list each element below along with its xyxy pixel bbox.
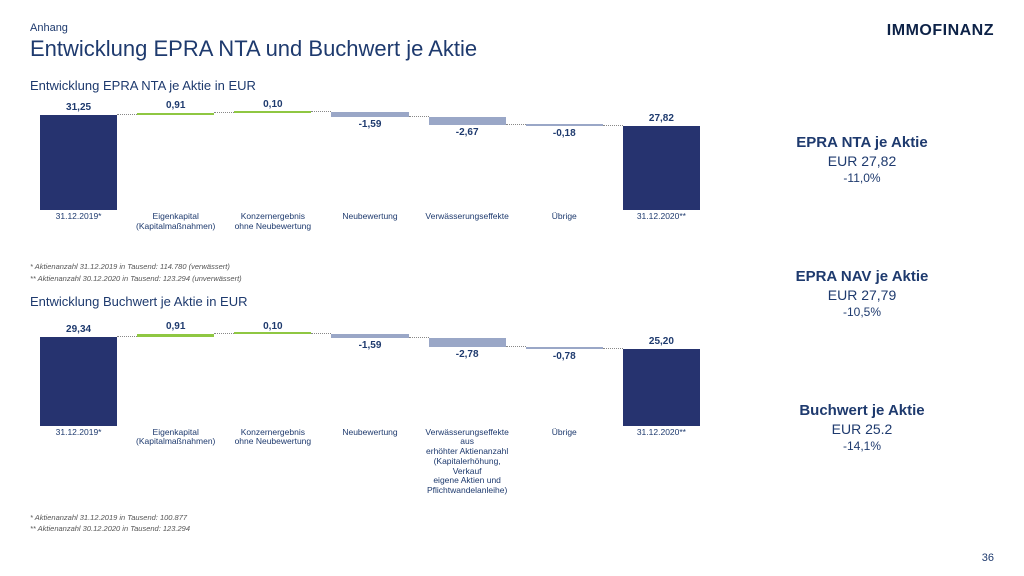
kpi-buchwert: Buchwert je Aktie EUR 25.2 -14,1% bbox=[799, 402, 924, 453]
bar bbox=[40, 115, 117, 210]
bar-value: 0,91 bbox=[127, 321, 224, 332]
kpi-epra-nta: EPRA NTA je Aktie EUR 27,82 -11,0% bbox=[796, 134, 927, 185]
bar bbox=[526, 347, 603, 349]
chart2-plot: 29,340,910,10-1,59-2,78-0,7825,20 bbox=[30, 329, 710, 426]
chart1-xlabels: 31.12.2019*Eigenkapital(Kapitalmaßnahmen… bbox=[30, 210, 710, 260]
footnote: * Aktienanzahl 31.12.2019 in Tausend: 11… bbox=[30, 262, 710, 272]
chart1-title: Entwicklung EPRA NTA je Aktie in EUR bbox=[30, 78, 710, 93]
bar-value: -0,78 bbox=[516, 351, 613, 362]
waterfall-step: 0,10 bbox=[224, 113, 321, 210]
x-axis-label: Konzernergebnisohne Neubewertung bbox=[224, 212, 321, 232]
waterfall-step: -1,59 bbox=[321, 113, 418, 210]
waterfall-step: -2,78 bbox=[419, 329, 516, 426]
kpi-heading: EPRA NTA je Aktie bbox=[796, 134, 927, 151]
x-axis-label: Übrige bbox=[516, 428, 613, 438]
bar-value: 25,20 bbox=[613, 336, 710, 347]
x-axis-label: 31.12.2020** bbox=[613, 212, 710, 222]
bar-value: -1,59 bbox=[321, 340, 418, 351]
x-axis-label: Verwässerungseffekte auserhöhter Aktiena… bbox=[419, 428, 516, 496]
bar bbox=[429, 338, 506, 346]
footnote: ** Aktienanzahl 30.12.2020 in Tausend: 1… bbox=[30, 524, 710, 534]
waterfall-step: 31,25 bbox=[30, 113, 127, 210]
x-axis-label: Verwässerungseffekte bbox=[419, 212, 516, 222]
waterfall-step: -0,18 bbox=[516, 113, 613, 210]
bar-value: 0,10 bbox=[224, 321, 321, 332]
bar-value: 0,10 bbox=[224, 99, 321, 110]
waterfall-step: 0,91 bbox=[127, 113, 224, 210]
waterfall-step: -2,67 bbox=[419, 113, 516, 210]
bar bbox=[623, 349, 700, 425]
kpi-heading: EPRA NAV je Aktie bbox=[796, 268, 929, 285]
kpi-value: EUR 27,79 bbox=[796, 287, 929, 303]
bar bbox=[526, 124, 603, 126]
footnote: * Aktienanzahl 31.12.2019 in Tausend: 10… bbox=[30, 513, 710, 523]
x-axis-label: Übrige bbox=[516, 212, 613, 222]
x-axis-label: Eigenkapital(Kapitalmaßnahmen) bbox=[127, 212, 224, 232]
eyebrow: Anhang bbox=[30, 22, 994, 34]
page-number: 36 bbox=[982, 552, 994, 564]
waterfall-step: 25,20 bbox=[613, 329, 710, 426]
brand-logo: IMMOFINANZ bbox=[887, 22, 994, 40]
bar-value: -2,67 bbox=[419, 127, 516, 138]
chart1: 31,250,910,10-1,59-2,67-0,1827,82 31.12.… bbox=[30, 95, 710, 260]
x-axis-label: Konzernergebnisohne Neubewertung bbox=[224, 428, 321, 448]
bar-value: -2,78 bbox=[419, 349, 516, 360]
chart2-xlabels: 31.12.2019*Eigenkapital(Kapitalmaßnahmen… bbox=[30, 426, 710, 511]
chart1-plot: 31,250,910,10-1,59-2,67-0,1827,82 bbox=[30, 113, 710, 210]
bar bbox=[40, 337, 117, 426]
x-axis-label: Neubewertung bbox=[321, 212, 418, 222]
kpi-delta: -10,5% bbox=[796, 305, 929, 319]
x-axis-label: 31.12.2019* bbox=[30, 212, 127, 222]
kpi-delta: -14,1% bbox=[799, 439, 924, 453]
slide: Anhang Entwicklung EPRA NTA und Buchwert… bbox=[0, 0, 1024, 576]
bar-value: -0,18 bbox=[516, 128, 613, 139]
waterfall-step: 27,82 bbox=[613, 113, 710, 210]
content: Entwicklung EPRA NTA je Aktie in EUR 31,… bbox=[30, 72, 994, 534]
waterfall-step: 0,10 bbox=[224, 329, 321, 426]
bar-value: 27,82 bbox=[613, 113, 710, 124]
bar bbox=[331, 112, 408, 117]
x-axis-label: 31.12.2020** bbox=[613, 428, 710, 438]
waterfall-step: 29,34 bbox=[30, 329, 127, 426]
waterfall-step: 0,91 bbox=[127, 329, 224, 426]
bar-value: -1,59 bbox=[321, 119, 418, 130]
chart2: 29,340,910,10-1,59-2,78-0,7825,20 31.12.… bbox=[30, 311, 710, 511]
bar-value: 29,34 bbox=[30, 324, 127, 335]
chart2-footnotes: * Aktienanzahl 31.12.2019 in Tausend: 10… bbox=[30, 513, 710, 535]
kpi-value: EUR 25.2 bbox=[799, 421, 924, 437]
waterfall-step: -0,78 bbox=[516, 329, 613, 426]
bar bbox=[234, 332, 311, 334]
bar bbox=[429, 117, 506, 125]
kpi-epra-nav: EPRA NAV je Aktie EUR 27,79 -10,5% bbox=[796, 268, 929, 319]
kpi-heading: Buchwert je Aktie bbox=[799, 402, 924, 419]
bar bbox=[234, 111, 311, 113]
kpi-value: EUR 27,82 bbox=[796, 153, 927, 169]
chart1-footnotes: * Aktienanzahl 31.12.2019 in Tausend: 11… bbox=[30, 262, 710, 284]
x-axis-label: Neubewertung bbox=[321, 428, 418, 438]
chart2-title: Entwicklung Buchwert je Aktie in EUR bbox=[30, 294, 710, 309]
waterfall-step: -1,59 bbox=[321, 329, 418, 426]
x-axis-label: 31.12.2019* bbox=[30, 428, 127, 438]
bar bbox=[137, 334, 214, 337]
page-title: Entwicklung EPRA NTA und Buchwert je Akt… bbox=[30, 36, 994, 62]
charts-column: Entwicklung EPRA NTA je Aktie in EUR 31,… bbox=[30, 72, 710, 534]
kpi-column: EPRA NTA je Aktie EUR 27,82 -11,0% EPRA … bbox=[730, 72, 994, 534]
bar bbox=[623, 126, 700, 210]
footnote: ** Aktienanzahl 30.12.2020 in Tausend: 1… bbox=[30, 274, 710, 284]
kpi-delta: -11,0% bbox=[796, 171, 927, 185]
bar bbox=[331, 334, 408, 339]
bar-value: 31,25 bbox=[30, 102, 127, 113]
bar-value: 0,91 bbox=[127, 100, 224, 111]
x-axis-label: Eigenkapital(Kapitalmaßnahmen) bbox=[127, 428, 224, 448]
bar bbox=[137, 113, 214, 116]
